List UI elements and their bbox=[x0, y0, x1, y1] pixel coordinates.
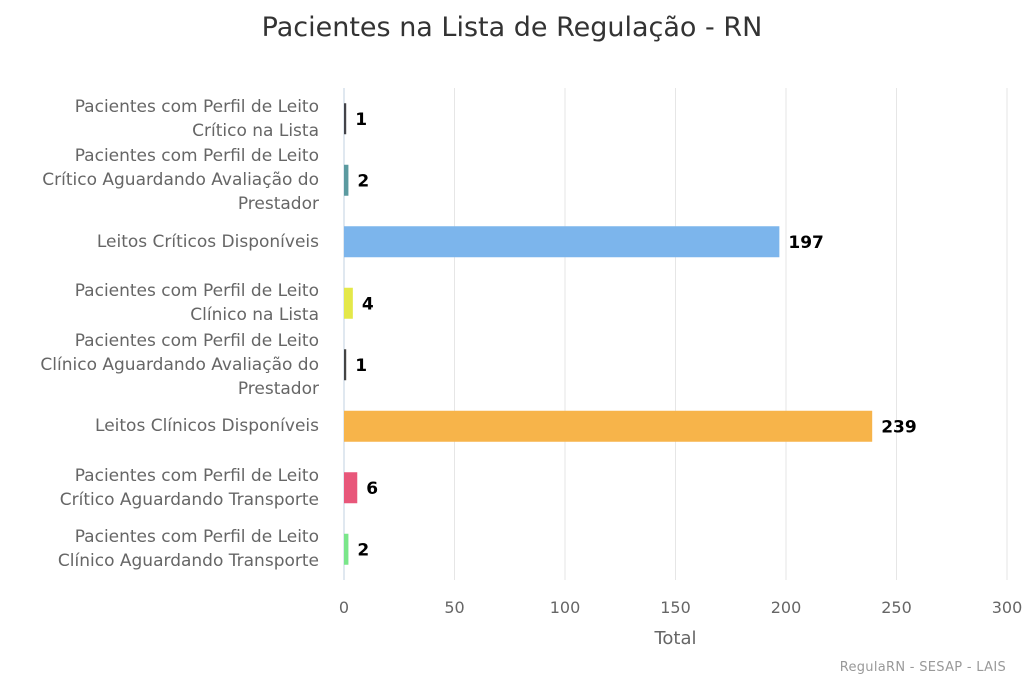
category-label: Leitos Clínicos Disponíveis bbox=[0, 414, 319, 438]
x-axis-title: Total bbox=[654, 628, 697, 649]
category-label-line: Pacientes com Perfil de Leito bbox=[74, 465, 319, 486]
category-label: Pacientes com Perfil de Leito Clínico Agu… bbox=[0, 525, 319, 573]
category-label-line: Pacientes com Perfil de Leito bbox=[74, 281, 319, 302]
data-label: 2 bbox=[357, 540, 369, 560]
category-label-line: Crítico Aguardando Transporte bbox=[59, 489, 319, 510]
x-tick-label: 50 bbox=[444, 598, 464, 617]
category-label: Pacientes com Perfil de Leito Clínico Agu… bbox=[0, 329, 319, 401]
category-label-line: Crítico na Lista bbox=[192, 120, 319, 141]
grid-layer bbox=[343, 88, 1008, 580]
data-label: 239 bbox=[881, 417, 917, 437]
category-label: Pacientes com Perfil de Leito Crítico na … bbox=[0, 95, 319, 143]
bar[interactable] bbox=[344, 410, 873, 442]
category-label-line: Prestador bbox=[237, 194, 319, 215]
x-tick-label: 0 bbox=[339, 598, 349, 617]
category-label: Pacientes com Perfil de Leito Crítico Agu… bbox=[0, 464, 319, 512]
data-label: 4 bbox=[362, 294, 374, 314]
bar[interactable] bbox=[344, 103, 347, 135]
category-label-line: Pacientes com Perfil de Leito bbox=[74, 96, 319, 117]
x-tick-label: 250 bbox=[881, 598, 912, 617]
x-tick-label: 150 bbox=[660, 598, 691, 617]
bar[interactable] bbox=[344, 533, 349, 565]
bar[interactable] bbox=[344, 349, 347, 381]
data-label: 1 bbox=[355, 110, 367, 130]
category-label-line: Crítico Aguardando Avaliação do bbox=[42, 170, 319, 191]
bar[interactable] bbox=[344, 226, 780, 258]
value-label-layer: 1 2 197 4 1 239 6 2 bbox=[355, 110, 916, 561]
data-label: 1 bbox=[355, 356, 367, 376]
chart-title: Pacientes na Lista de Regulação - RN bbox=[261, 12, 763, 43]
data-label: 2 bbox=[357, 171, 369, 191]
category-label-line: Pacientes com Perfil de Leito bbox=[74, 146, 319, 167]
category-label-line: Leitos Clínicos Disponíveis bbox=[95, 416, 319, 437]
category-label-line: Pacientes com Perfil de Leito bbox=[74, 527, 319, 548]
data-label: 6 bbox=[366, 479, 378, 499]
x-tick-label: 200 bbox=[771, 598, 802, 617]
bar-layer bbox=[344, 103, 873, 565]
x-tick-label: 300 bbox=[992, 598, 1023, 617]
x-tick-label: 100 bbox=[550, 598, 581, 617]
category-label-line: Leitos Críticos Disponíveis bbox=[96, 231, 319, 252]
tick-layer: 0 50 100 150 200 250 300 bbox=[339, 598, 1022, 617]
bar[interactable] bbox=[344, 287, 353, 319]
category-label: Pacientes com Perfil de Leito Crítico Agu… bbox=[0, 144, 319, 216]
bar[interactable] bbox=[344, 164, 349, 196]
category-label: Pacientes com Perfil de Leito Clínico na … bbox=[0, 279, 319, 327]
category-label: Leitos Críticos Disponíveis bbox=[0, 230, 319, 254]
data-label: 197 bbox=[788, 233, 824, 253]
category-label-line: Clínico Aguardando Transporte bbox=[57, 551, 319, 572]
bar[interactable] bbox=[344, 472, 358, 504]
credits-text[interactable]: RegulaRN - SESAP - LAIS bbox=[839, 660, 1006, 675]
category-label-line: Clínico Aguardando Avaliação do bbox=[40, 354, 319, 375]
category-label-line: Clínico na Lista bbox=[190, 305, 319, 326]
category-label-line: Pacientes com Perfil de Leito bbox=[74, 330, 319, 351]
category-label-line: Prestador bbox=[237, 378, 319, 399]
